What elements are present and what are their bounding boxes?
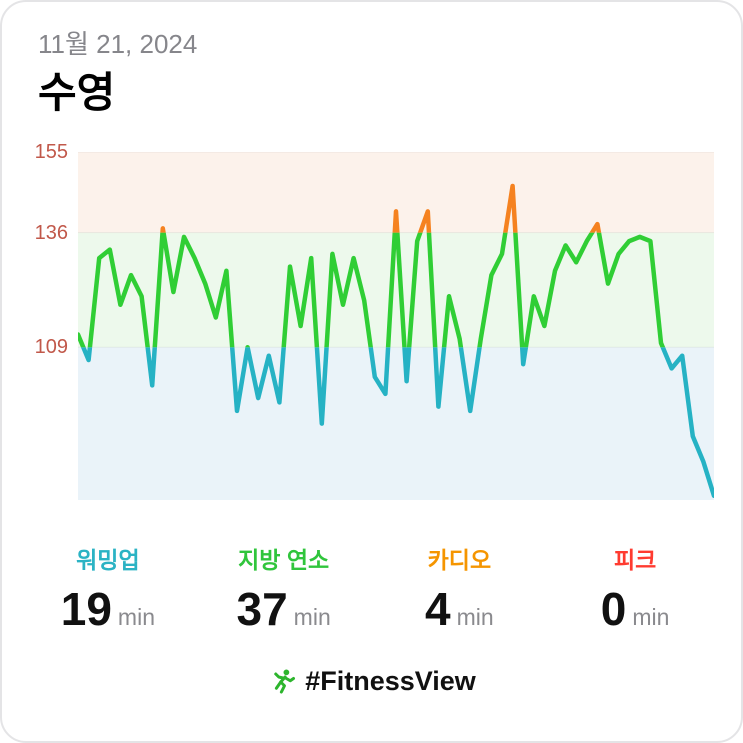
y-axis-tick-label: 136 <box>34 221 68 244</box>
zone-band <box>78 232 714 348</box>
heart-rate-chart: 155 136 109 <box>2 141 741 500</box>
stat-unit-peak: min <box>632 604 670 630</box>
header: 11월 21, 2024 수영 <box>2 2 741 118</box>
runner-icon <box>274 669 296 693</box>
heart-rate-line-카디오 <box>160 183 602 233</box>
y-axis-tick-label: 109 <box>34 336 68 359</box>
footer-hashtag: #FitnessView <box>305 666 476 696</box>
stat-unit-fatburn: min <box>293 604 331 630</box>
zone-band <box>78 347 714 500</box>
stat-unit-cardio: min <box>456 604 494 630</box>
workout-title: 수영 <box>38 69 116 116</box>
stat-peak: 피크 0 min <box>570 546 700 634</box>
stat-value-row-peak: 0 min <box>570 584 700 634</box>
stat-label-warmup: 워밍업 <box>76 547 140 573</box>
y-axis-tick-label: 155 <box>34 141 68 163</box>
stat-value-peak: 0 <box>600 583 627 635</box>
stat-warmup: 워밍업 19 min <box>43 546 173 634</box>
stat-fatburn: 지방 연소 37 min <box>219 546 349 634</box>
heart-rate-plot <box>78 152 714 500</box>
stat-value-cardio: 4 <box>425 583 451 635</box>
workout-date: 11월 21, 2024 <box>38 29 198 59</box>
stat-value-row-fatburn: 37 min <box>219 584 349 634</box>
stat-cardio: 카디오 4 min <box>394 546 524 634</box>
heart-rate-line-지방 연소 <box>78 232 666 348</box>
stat-label-cardio: 카디오 <box>427 547 492 573</box>
stat-value-fatburn: 37 <box>236 583 288 635</box>
stat-label-fatburn: 지방 연소 <box>238 547 330 573</box>
footer: #FitnessView <box>2 666 741 697</box>
stat-value-warmup: 19 <box>60 583 112 635</box>
stat-value-row-warmup: 19 min <box>43 584 173 634</box>
stat-value-row-cardio: 4 min <box>394 584 524 634</box>
stat-unit-warmup: min <box>117 604 155 630</box>
stat-label-peak: 피크 <box>613 547 657 573</box>
zone-stats-row: 워밍업 19 min 지방 연소 37 min 카디오 4 min 피크 0 <box>2 546 741 634</box>
